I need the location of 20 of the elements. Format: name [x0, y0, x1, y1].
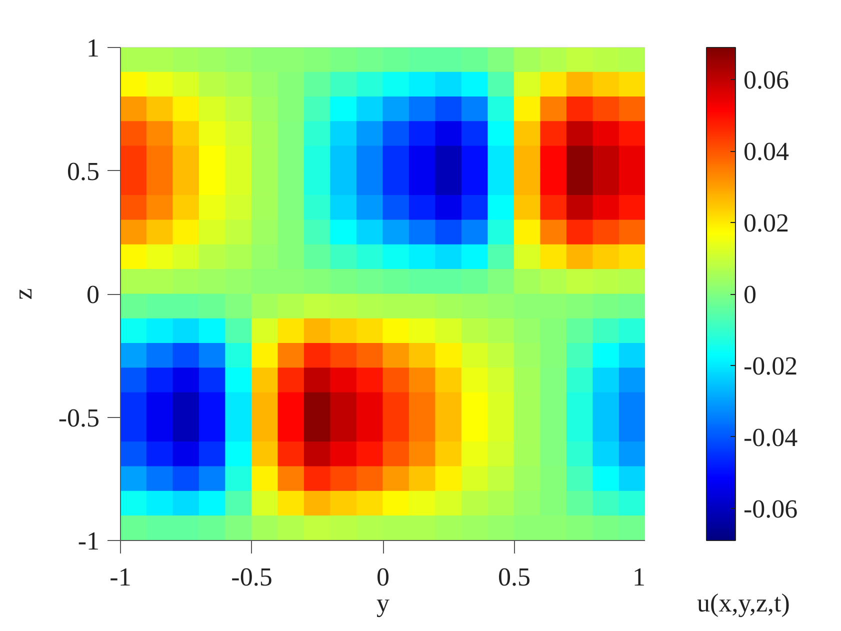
x-tick-label: 0 [376, 562, 390, 592]
color-bar-label: -0.06 [744, 494, 798, 524]
color-bar-label: 0.06 [744, 66, 789, 95]
y-axis-title: z [8, 288, 38, 300]
y-tick-label: -0.5 [58, 403, 100, 432]
color-bar-label: 0 [744, 280, 756, 309]
y-tick-label: 0 [86, 280, 100, 309]
color-bar-title: u(x,y,z,t) [697, 588, 790, 618]
color-bar-label: 0.02 [744, 208, 789, 238]
color-bar-label: 0.04 [744, 137, 789, 166]
x-tick-label: 1 [632, 562, 646, 592]
color-bar-label: -0.04 [744, 422, 798, 452]
x-tick-label: -0.5 [231, 562, 272, 592]
y-tick-label: 0.5 [67, 156, 100, 186]
x-axis-title: y [376, 588, 390, 618]
x-tick-label: 0.5 [498, 562, 530, 592]
color-bar-label: -0.02 [744, 351, 798, 380]
y-tick-label: 1 [86, 34, 100, 62]
y-tick-label: -1 [78, 526, 100, 556]
x-tick-label: -1 [110, 562, 132, 592]
